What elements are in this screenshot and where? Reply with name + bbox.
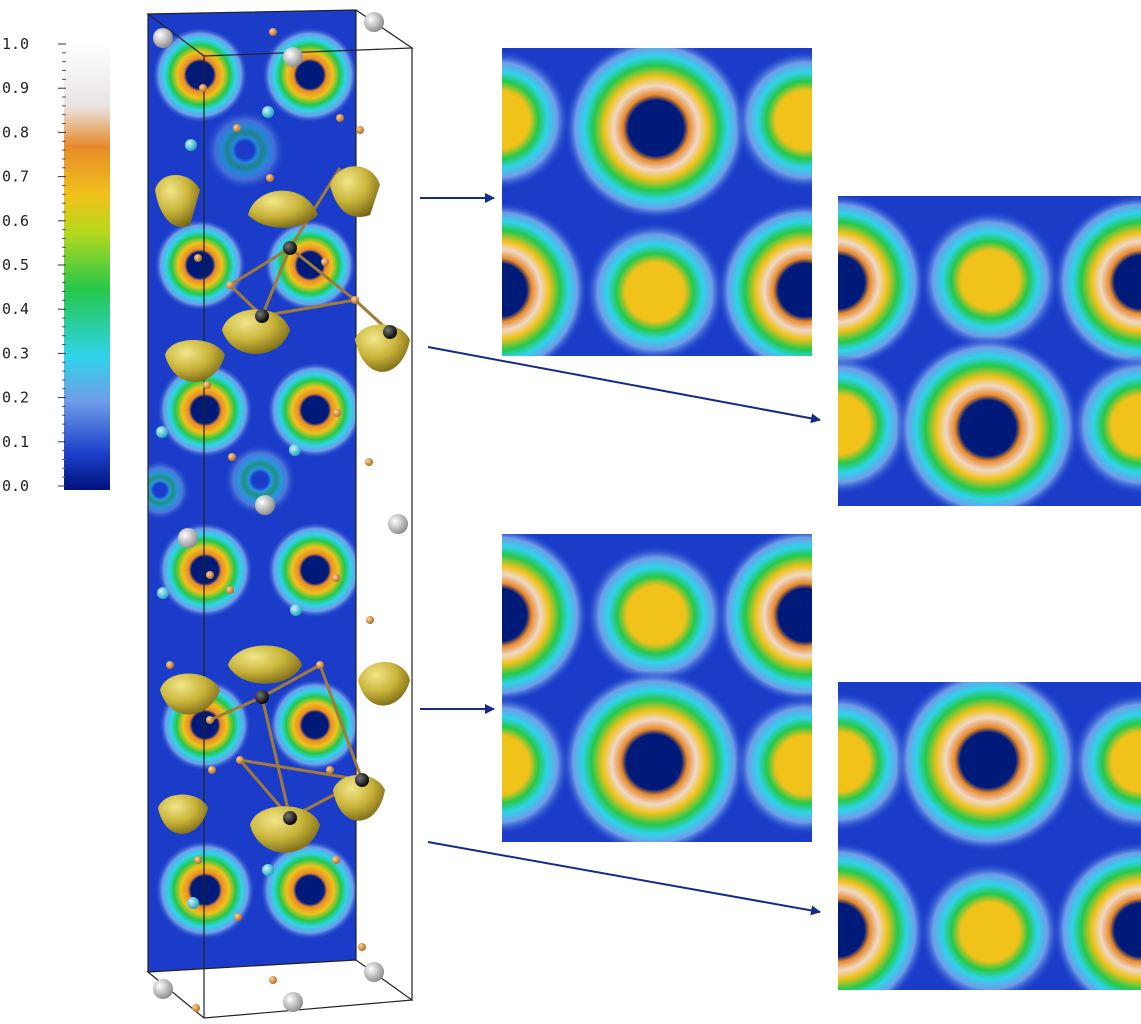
atom-black — [355, 773, 369, 787]
atom-orange — [228, 453, 236, 461]
arrow-bottom-2 — [427, 841, 821, 916]
atom-orange — [332, 574, 340, 582]
atom-orange — [194, 254, 202, 262]
arrow-top-2 — [427, 346, 821, 424]
arrows — [420, 193, 821, 916]
atom-orange — [365, 458, 373, 466]
atom-gray — [388, 514, 408, 534]
colorbar-tick-label: 0.3 — [2, 344, 29, 362]
atom-orange — [206, 571, 214, 579]
colorbar-tick-label: 0.2 — [2, 389, 29, 407]
atom-orange — [358, 943, 366, 951]
slice-panel-a — [502, 48, 812, 356]
atom-gray — [153, 28, 173, 48]
colorbar-tick-label: 0.9 — [2, 79, 29, 97]
atom-orange — [366, 616, 374, 624]
slice-panel-d — [838, 682, 1141, 990]
atom-cyan — [156, 426, 168, 438]
atom-orange — [203, 381, 211, 389]
atom-cyan — [262, 106, 274, 118]
atom-cyan — [185, 139, 197, 151]
atom-gray — [364, 962, 384, 982]
colorbar-tick-label: 0.4 — [2, 300, 29, 318]
colorbar: 1.0 0.9 0.8 0.7 0.6 0.5 0.4 0.3 0.2 0.1 0.0 — [2, 35, 110, 495]
atom-black — [255, 309, 269, 323]
atom-black — [283, 241, 297, 255]
atom-gray — [255, 495, 275, 515]
atom-gray — [153, 979, 173, 999]
colorbar-gradient — [64, 44, 110, 490]
atom-orange — [356, 126, 364, 134]
elf-slice-pattern — [148, 27, 356, 940]
atom-orange — [321, 258, 329, 266]
atom-orange — [316, 661, 324, 669]
atom-orange — [351, 296, 359, 304]
atom-orange — [166, 661, 174, 669]
isosurfaces — [155, 166, 410, 853]
colorbar-tick-label: 0.6 — [2, 212, 29, 230]
atom-gray — [178, 528, 198, 548]
atom-orange — [208, 766, 216, 774]
atom-gray — [283, 47, 303, 67]
atom-cyan — [187, 897, 199, 909]
atom-orange — [199, 84, 207, 92]
atom-orange — [269, 28, 277, 36]
atom-orange — [336, 114, 344, 122]
atom-orange — [226, 281, 234, 289]
slice-panel-c — [502, 534, 812, 842]
colorbar-tick-label: 0.8 — [2, 123, 29, 141]
colorbar-tick-label: 0.1 — [2, 433, 29, 451]
colorbar-tick-label: 1.0 — [2, 35, 29, 53]
atoms — [153, 12, 408, 1012]
atom-orange — [326, 766, 334, 774]
atom-orange — [233, 124, 241, 132]
colorbar-ticks: 1.0 0.9 0.8 0.7 0.6 0.5 0.4 0.3 0.2 0.1 0.0 — [2, 35, 66, 495]
colorbar-tick-label: 0.5 — [2, 256, 29, 274]
atom-orange — [236, 756, 244, 764]
crystal-structure — [146, 9, 414, 1019]
atom-black — [383, 325, 397, 339]
atom-orange — [333, 409, 341, 417]
atom-orange — [194, 856, 202, 864]
atom-orange — [192, 1004, 200, 1012]
atom-orange — [234, 913, 242, 921]
atom-orange — [266, 174, 274, 182]
atom-gray — [283, 992, 303, 1012]
atom-orange — [332, 856, 340, 864]
atom-black — [255, 690, 269, 704]
atom-cyan — [289, 444, 301, 456]
atom-black — [283, 811, 297, 825]
atom-orange — [206, 716, 214, 724]
atom-gray — [364, 12, 384, 32]
atom-orange — [269, 976, 277, 984]
atom-cyan — [262, 864, 274, 876]
atom-cyan — [157, 587, 169, 599]
colorbar-tick-label: 0.0 — [2, 477, 29, 495]
slice-panel-b — [838, 196, 1141, 506]
colorbar-tick-label: 0.7 — [2, 168, 29, 186]
atom-cyan — [290, 604, 302, 616]
atom-orange — [226, 586, 234, 594]
